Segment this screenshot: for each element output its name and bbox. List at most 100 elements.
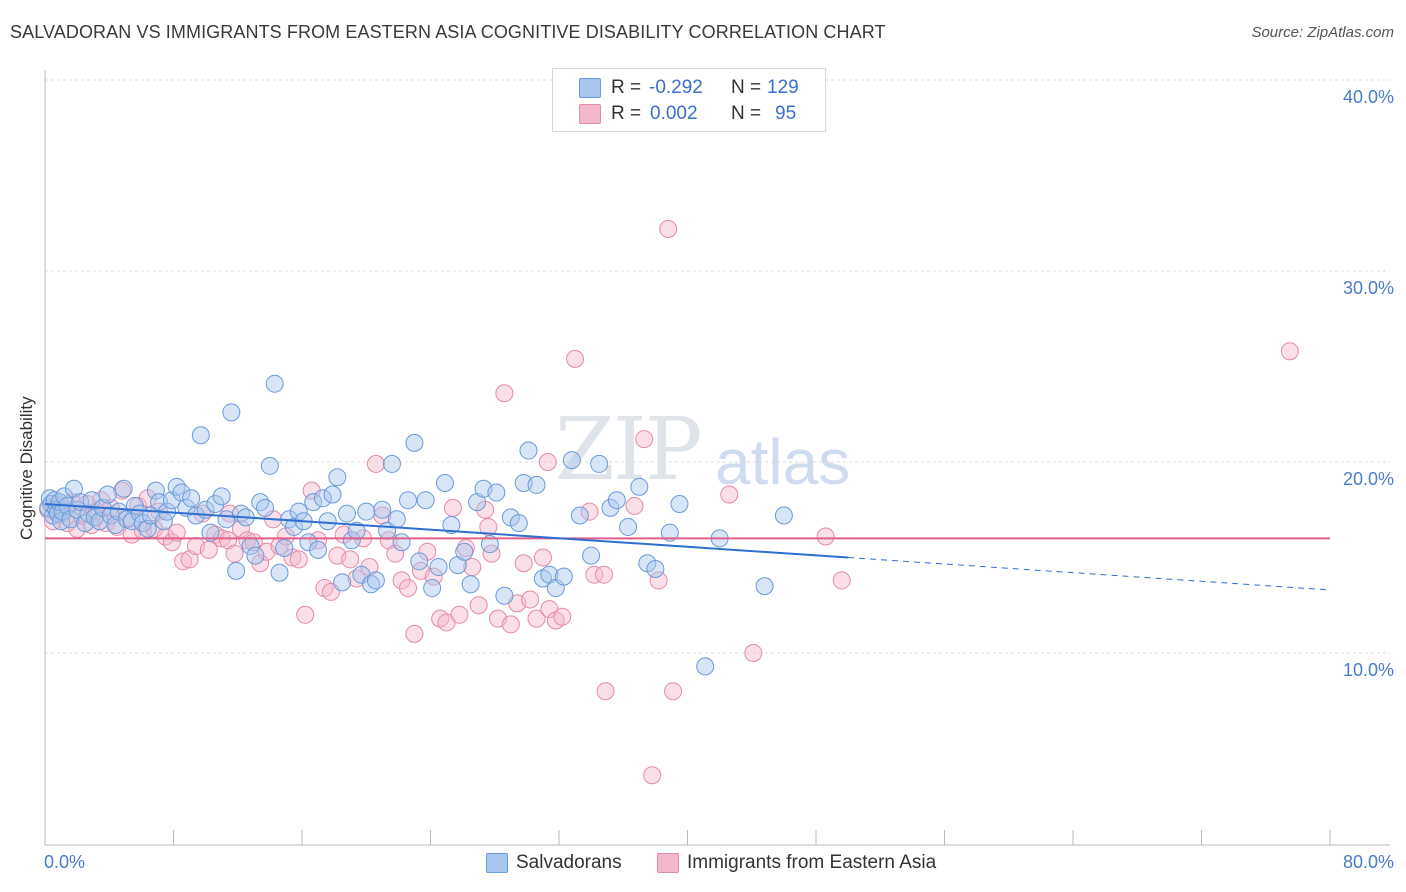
- data-point-salvadoran: [251, 493, 270, 512]
- data-point-salvadoran: [461, 575, 480, 594]
- data-point-salvadoran: [696, 657, 715, 676]
- data-point-salvadoran: [313, 489, 332, 508]
- legend-n-value: 129: [767, 77, 799, 98]
- data-point-eastern-asia: [443, 498, 462, 517]
- data-point-eastern-asia: [720, 485, 739, 504]
- legend-row-eastern-asia: R = 0.002 N = 95: [553, 103, 825, 129]
- data-point-salvadoran: [191, 426, 210, 445]
- data-point-salvadoran: [495, 586, 514, 605]
- trend-line-salvadorans-extension: [848, 557, 1331, 591]
- legend-r-label: R =: [611, 77, 642, 98]
- data-point-salvadoran: [76, 514, 95, 533]
- data-point-eastern-asia: [225, 544, 244, 563]
- data-point-eastern-asia: [659, 219, 678, 238]
- legend-n-label: N =: [731, 77, 762, 98]
- data-point-eastern-asia: [566, 349, 585, 368]
- data-point-eastern-asia: [167, 523, 186, 542]
- data-point-salvadoran: [601, 498, 620, 517]
- data-point-eastern-asia: [450, 605, 469, 624]
- data-point-salvadoran: [570, 506, 589, 525]
- watermark-zip: ZIP: [555, 400, 703, 500]
- data-point-salvadoran: [562, 451, 581, 470]
- data-point-salvadoran: [265, 374, 284, 393]
- data-point-eastern-asia: [514, 554, 533, 573]
- data-point-salvadoran: [246, 546, 265, 565]
- data-point-eastern-asia: [1280, 342, 1299, 361]
- data-point-salvadoran: [182, 489, 201, 508]
- data-point-eastern-asia: [635, 430, 654, 449]
- data-point-salvadoran: [138, 519, 157, 538]
- data-point-salvadoran: [774, 506, 793, 525]
- data-point-salvadoran: [114, 479, 133, 498]
- data-point-salvadoran: [519, 441, 538, 460]
- data-point-eastern-asia: [533, 548, 552, 567]
- x-tick-label-max: 80.0%: [1342, 852, 1394, 872]
- legend-n-value: 95: [775, 103, 797, 124]
- data-point-eastern-asia: [399, 579, 418, 598]
- data-point-salvadoran: [270, 563, 289, 582]
- data-point-salvadoran: [162, 491, 181, 510]
- data-point-salvadoran: [337, 504, 356, 523]
- bottom-legend-label: Immigrants from Eastern Asia: [687, 852, 937, 873]
- data-point-eastern-asia: [744, 644, 763, 662]
- data-point-eastern-asia: [553, 607, 572, 626]
- data-point-salvadoran: [323, 485, 342, 504]
- data-point-salvadoran: [410, 552, 429, 571]
- bottom-legend-label: Salvadorans: [516, 852, 622, 873]
- data-point-salvadoran: [260, 456, 279, 475]
- data-point-salvadoran: [670, 495, 689, 514]
- data-point-eastern-asia: [580, 502, 599, 521]
- data-point-salvadoran: [590, 454, 609, 473]
- bottom-legend-swatch-pink: [657, 853, 679, 873]
- data-point-salvadoran: [342, 531, 361, 550]
- data-point-eastern-asia: [643, 766, 662, 785]
- data-point-eastern-asia: [231, 519, 250, 538]
- data-point-salvadoran: [416, 491, 435, 510]
- data-point-eastern-asia: [424, 567, 443, 586]
- data-point-eastern-asia: [594, 565, 613, 584]
- legend-row-salvadorans: R = -0.292 N = 129: [553, 77, 825, 103]
- data-point-salvadoran: [429, 558, 448, 577]
- data-point-salvadoran: [201, 523, 220, 542]
- data-point-salvadoran: [619, 517, 638, 536]
- data-point-salvadoran: [660, 523, 679, 542]
- data-point-salvadoran: [275, 538, 294, 557]
- data-point-eastern-asia: [664, 682, 683, 701]
- data-point-eastern-asia: [649, 571, 668, 590]
- data-point-salvadoran: [256, 498, 275, 517]
- data-point-eastern-asia: [521, 590, 540, 609]
- data-point-salvadoran: [212, 487, 231, 506]
- data-point-salvadoran: [435, 474, 454, 493]
- data-point-salvadoran: [373, 500, 392, 519]
- data-point-salvadoran: [177, 498, 196, 517]
- data-point-eastern-asia: [341, 550, 360, 569]
- data-point-eastern-asia: [392, 571, 411, 590]
- data-point-eastern-asia: [482, 544, 501, 563]
- data-point-salvadoran: [146, 481, 165, 500]
- y-axis-label: Cognitive Disability: [17, 396, 36, 540]
- data-point-eastern-asia: [501, 615, 520, 634]
- data-point-salvadoran: [61, 510, 80, 529]
- legend-r-label: R =: [611, 103, 642, 124]
- data-point-eastern-asia: [585, 565, 604, 584]
- y-tick-label-10: 10.0%: [1342, 660, 1394, 680]
- data-point-salvadoran: [392, 533, 411, 552]
- data-point-salvadoran: [442, 516, 461, 535]
- y-tick-label-30: 30.0%: [1342, 278, 1394, 298]
- legend-swatch-pink: [579, 104, 601, 124]
- data-point-salvadoran: [455, 542, 474, 561]
- y-tick-label-20: 20.0%: [1342, 469, 1394, 489]
- data-point-salvadoran: [509, 514, 528, 533]
- legend-swatch-blue: [579, 78, 601, 98]
- data-point-salvadoran: [333, 573, 352, 592]
- y-tick-label-40: 40.0%: [1342, 87, 1394, 107]
- data-point-salvadoran: [304, 493, 323, 512]
- data-point-eastern-asia: [832, 571, 851, 590]
- data-point-eastern-asia: [527, 609, 546, 628]
- data-point-eastern-asia: [405, 624, 424, 643]
- source-label: Source: ZipAtlas.com: [1251, 24, 1394, 41]
- data-point-eastern-asia: [469, 596, 488, 615]
- data-point-eastern-asia: [625, 496, 644, 515]
- data-point-salvadoran: [98, 485, 117, 504]
